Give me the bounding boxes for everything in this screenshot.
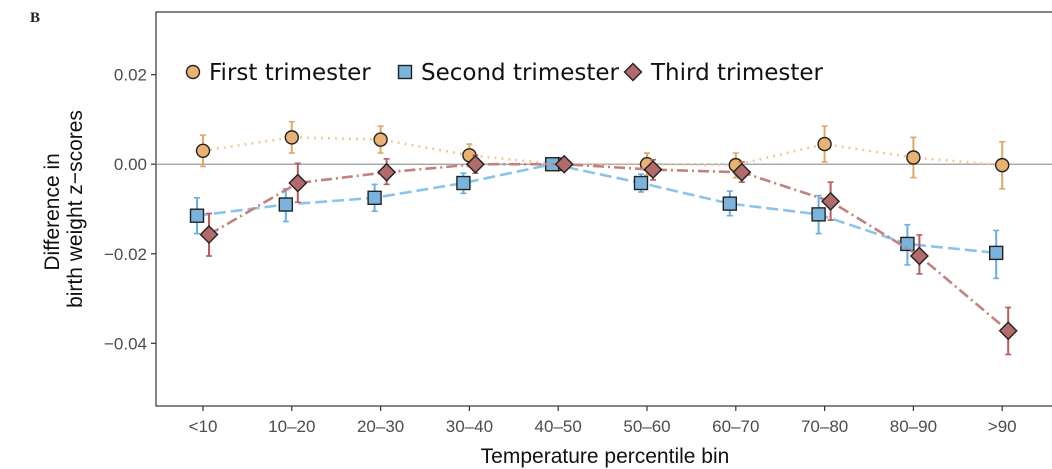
data-point-diamond: [199, 225, 219, 245]
panel-label: B: [30, 10, 40, 26]
x-tick-label: 60–70: [712, 417, 759, 436]
data-point-square: [811, 207, 826, 222]
x-tick-label: 70–80: [801, 417, 848, 436]
legend-item: Third trimester: [623, 60, 824, 86]
x-tick-label: >90: [988, 417, 1017, 436]
data-point-diamond: [288, 173, 308, 193]
series-first-trimester: [195, 120, 1010, 190]
data-point-diamond: [821, 191, 841, 211]
series-third-trimester: [199, 154, 1018, 356]
legend-label: Second trimester: [421, 60, 620, 86]
y-axis-title: Difference in birth weight z−scores: [41, 110, 87, 308]
legend-circle-icon: [185, 64, 201, 80]
data-point-circle: [284, 130, 299, 145]
data-point-diamond: [643, 160, 663, 180]
data-point-square: [722, 196, 737, 211]
x-axis-title: Temperature percentile bin: [481, 445, 730, 468]
series-line: [202, 136, 1003, 167]
data-point-circle: [817, 136, 832, 152]
data-point-circle: [995, 157, 1010, 173]
series-line: [208, 162, 1010, 332]
data-point-diamond: [377, 162, 397, 182]
y-tick-label: 0.02: [114, 66, 147, 85]
data-point-square: [633, 175, 649, 191]
y-tick-label: −0.04: [104, 334, 147, 353]
data-point-diamond: [554, 154, 574, 174]
x-tick-label: 10–20: [268, 417, 315, 436]
data-point-square: [189, 208, 205, 223]
legend-label: Third trimester: [650, 60, 824, 86]
data-point-square: [989, 245, 1004, 261]
legend-label: First trimester: [209, 60, 371, 86]
data-point-square: [900, 236, 915, 252]
legend-item: Second trimester: [397, 60, 620, 86]
series-layer: [189, 120, 1018, 356]
data-point-square: [278, 197, 293, 212]
data-point-diamond: [465, 154, 485, 174]
data-point-circle: [906, 150, 921, 165]
x-tick-label: 20–30: [357, 417, 404, 436]
series-second-trimester: [189, 157, 1004, 280]
y-tick-label: −0.02: [104, 245, 147, 264]
plot-frame: [155, 11, 1052, 407]
data-point-circle: [373, 132, 388, 147]
x-tick-label: 50–60: [623, 417, 670, 436]
data-point-diamond: [998, 321, 1018, 341]
y-axis-title-line-2: birth weight z−scores: [64, 110, 87, 308]
legend-item: First trimester: [185, 60, 371, 86]
x-tick-label: 40–50: [535, 417, 582, 436]
data-point-square: [367, 190, 382, 206]
legend-diamond-icon: [623, 62, 643, 82]
legend: First trimester Second trimester Third tri…: [185, 60, 824, 86]
y-axis-title-line-1: Difference in: [41, 153, 64, 271]
data-point-diamond: [909, 246, 929, 266]
x-tick-label: <10: [189, 417, 218, 436]
data-point-circle: [195, 143, 211, 158]
x-tick-label: 30–40: [446, 417, 493, 436]
data-point-square: [456, 175, 471, 191]
y-tick-label: 0.00: [114, 155, 147, 174]
x-tick-label: 80–90: [890, 417, 937, 436]
series-line: [196, 162, 997, 255]
axes: 0.02 0.00 −0.02 −0.04 <10 10–20 20–30 30–40 40–5…: [104, 66, 1052, 436]
data-point-diamond: [732, 162, 752, 182]
legend-square-icon: [397, 64, 413, 80]
